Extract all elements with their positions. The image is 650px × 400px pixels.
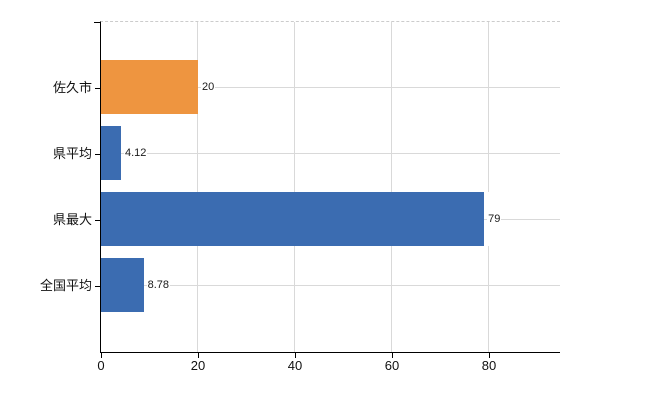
x-tick-label: 20 [190,358,206,373]
y-axis-top-tick [94,22,101,23]
category-label: 県平均 [52,146,92,161]
x-gridline [391,22,392,352]
x-tick [295,353,296,358]
x-tick [101,353,102,358]
y-tick [95,88,101,89]
x-tick [392,353,393,358]
bar-value-label: 4.12 [123,126,148,180]
bar-value-label: 20 [201,60,216,114]
bar-value-label: 79 [487,192,502,246]
plot-area: 20 4.12 79 8.78 [100,21,560,353]
y-tick [95,220,101,221]
chart-bar [101,192,485,246]
x-tick-label: 60 [384,358,400,373]
x-tick-label: 40 [287,358,303,373]
x-gridline [488,22,489,352]
x-gridline [294,22,295,352]
category-label: 佐久市 [52,80,92,95]
chart-bar [101,126,121,180]
x-tick-label: 0 [97,358,105,373]
chart-bar [101,258,144,312]
category-label: 全国平均 [39,278,92,293]
y-gridline [101,153,560,154]
y-gridline [101,285,560,286]
y-tick [95,286,101,287]
chart-bar [101,60,198,114]
y-gridline [101,87,560,88]
x-gridline [197,22,198,352]
x-tick [198,353,199,358]
x-tick [489,353,490,358]
x-tick-label: 80 [481,358,497,373]
bar-value-label: 8.78 [146,258,170,312]
category-label: 県最大 [52,212,92,227]
y-tick [95,154,101,155]
